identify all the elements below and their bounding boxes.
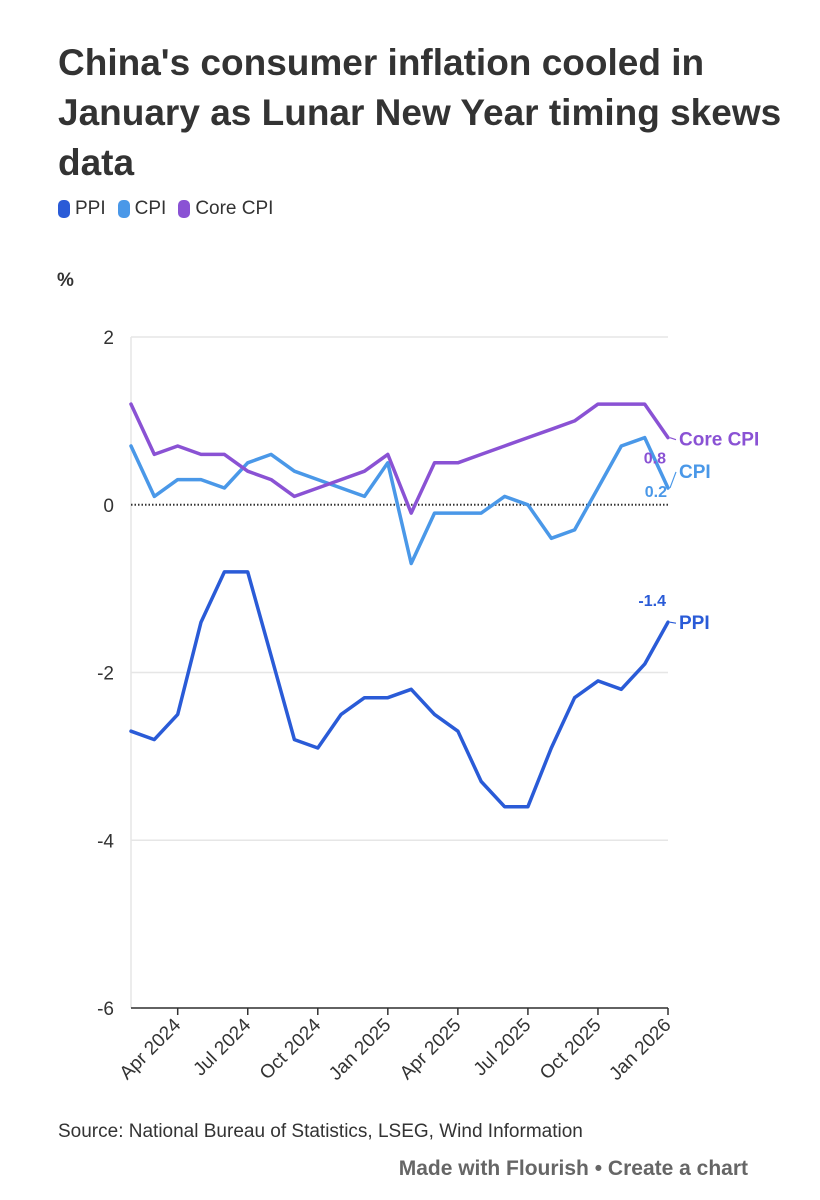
legend-label-ppi: PPI <box>75 198 106 219</box>
legend-item-core-cpi[interactable]: Core CPI <box>178 198 273 220</box>
credit-separator: • <box>594 1157 603 1180</box>
y-tick-label: -2 <box>97 664 114 685</box>
end-label-connector-core-cpi <box>669 437 677 441</box>
series-line-cpi <box>129 435 670 566</box>
x-tick-label: Jul 2025 <box>470 1015 536 1081</box>
x-tick-label: Jan 2026 <box>605 1015 675 1085</box>
value-label-cpi: 0.2 <box>645 484 667 501</box>
legend-item-ppi[interactable]: PPI <box>58 198 106 220</box>
source-note: Source: National Bureau of Statistics, L… <box>58 1121 583 1142</box>
legend: PPI CPI Core CPI <box>58 198 285 220</box>
legend-label-cpi: CPI <box>134 198 167 219</box>
create-chart-link[interactable]: Create a chart <box>607 1157 748 1180</box>
end-label-connector-ppi <box>669 621 677 624</box>
made-with-flourish-link[interactable]: Made with Flourish <box>398 1157 589 1180</box>
value-label-core-cpi: 0.8 <box>644 451 666 468</box>
end-label-ppi: PPI <box>679 613 710 634</box>
y-tick-label: -4 <box>97 831 114 852</box>
legend-swatch-core-cpi <box>178 200 191 218</box>
end-label-core-cpi: Core CPI <box>679 430 759 451</box>
series-line-ppi <box>129 570 670 809</box>
x-tick-label: Jan 2025 <box>325 1015 395 1085</box>
legend-swatch-ppi <box>58 200 70 218</box>
y-tick-label: 0 <box>103 496 114 517</box>
x-tick-label: Oct 2025 <box>536 1015 605 1084</box>
x-tick-label: Oct 2024 <box>256 1014 326 1084</box>
x-tick-label: Jul 2024 <box>190 1014 256 1080</box>
legend-label-core-cpi: Core CPI <box>195 198 274 219</box>
value-label-ppi: -1.4 <box>638 593 666 610</box>
end-label-cpi: CPI <box>679 462 711 483</box>
y-tick-label: 2 <box>103 328 114 349</box>
series-line-core-cpi <box>129 402 670 515</box>
x-tick-label: Apr 2024 <box>116 1014 186 1084</box>
flourish-credit: Made with Flourish • Create a chart <box>399 1157 748 1181</box>
x-tick-label: Apr 2025 <box>396 1015 465 1084</box>
y-axis-unit-label: % <box>57 270 74 291</box>
legend-item-cpi[interactable]: CPI <box>117 198 167 220</box>
end-label-connector-cpi <box>669 471 677 489</box>
chart-title: China's consumer inflation cooled in Jan… <box>58 42 782 183</box>
legend-swatch-cpi <box>117 200 130 218</box>
y-tick-label: -6 <box>97 999 114 1020</box>
